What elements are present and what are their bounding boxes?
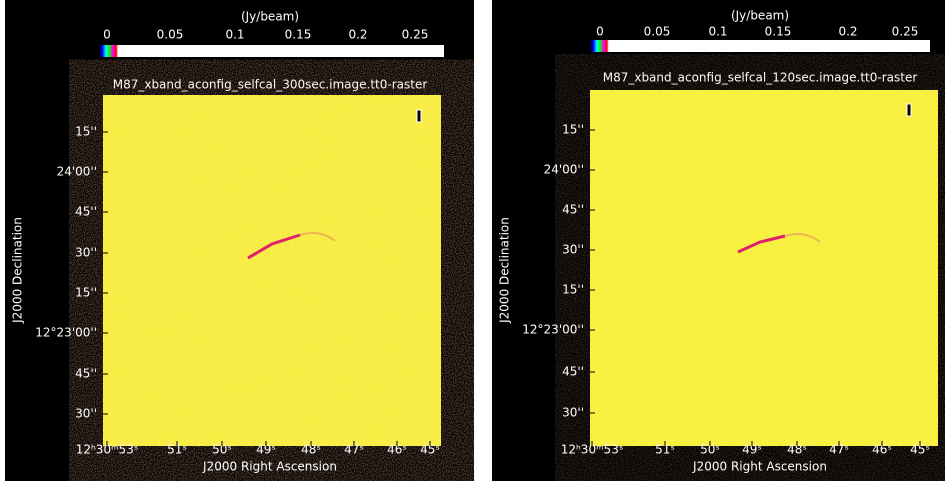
- raster-noise: [103, 95, 441, 446]
- x-tick-label: 12ʰ30ᵐ53ˢ: [76, 443, 139, 457]
- y-tick-label: 45'': [75, 205, 97, 219]
- jet-lobe: [784, 233, 821, 243]
- colorbar-tick-label: 0.2: [348, 28, 367, 42]
- colorbar-tick-label: 0.15: [285, 28, 312, 42]
- x-axis-label: J2000 Right Ascension: [692, 460, 827, 474]
- y-tick-label: 24'00'': [544, 163, 584, 177]
- colorbar-label: (Jy/beam): [241, 10, 299, 24]
- y-tick-label: 30'': [75, 246, 97, 260]
- jet: [247, 233, 301, 260]
- jet: [737, 234, 786, 254]
- panel: (Jy/beam) 0 0.05 0.1 0.15 0.2 0.25 M87_xband_ac…: [492, 0, 945, 481]
- x-tick-label: 47ˢ: [829, 443, 849, 457]
- panel: (Jy/beam) 0 0.05 0.1 0.15 0.2 0.25 M87_xband_ac…: [5, 0, 474, 481]
- y-tick-label: 45'': [75, 367, 97, 381]
- y-tick-label: 45'': [562, 203, 584, 217]
- colorbar-tick-label: 0.25: [892, 25, 919, 39]
- y-tick-label: 12°23'00'': [522, 323, 584, 337]
- y-tick-label: 30'': [75, 407, 97, 421]
- y-tick-label: 24'00'': [57, 165, 97, 179]
- colorbar-tick-label: 0.1: [708, 25, 727, 39]
- x-axis-label: J2000 Right Ascension: [202, 460, 337, 474]
- colorbar: [590, 40, 930, 52]
- raster-noise: [590, 90, 938, 446]
- x-tick-label: 45ˢ: [910, 443, 930, 457]
- x-tick-label: 47ˢ: [344, 443, 364, 457]
- beam-marker: [416, 109, 422, 123]
- y-tick-label: 15'': [75, 286, 97, 300]
- x-tick-label: 46ˢ: [387, 443, 407, 457]
- y-tick-label: 30'': [562, 406, 584, 420]
- colorbar-tick-label: 0.05: [157, 28, 184, 42]
- y-axis-label: J2000 Declination: [498, 217, 512, 324]
- x-tick-label: 45ˢ: [420, 443, 440, 457]
- x-tick-label: 49ˢ: [256, 443, 276, 457]
- y-tick-label: 30'': [562, 243, 584, 257]
- jet-lobe: [299, 232, 336, 242]
- y-tick-label: 15'': [562, 123, 584, 137]
- x-tick-label: 48ˢ: [301, 443, 321, 457]
- colorbar-tick-label: 0: [103, 28, 111, 42]
- image-title: M87_xband_aconfig_selfcal_300sec.image.t…: [113, 78, 428, 92]
- y-tick-label: 15'': [562, 283, 584, 297]
- colorbar-label: (Jy/beam): [731, 9, 789, 23]
- y-tick-label: 12°23'00'': [35, 326, 97, 340]
- x-tick-label: 51ˢ: [167, 443, 187, 457]
- x-tick-label: 50ˢ: [212, 443, 232, 457]
- colorbar-tick-label: 0.15: [765, 25, 792, 39]
- y-axis-label: J2000 Declination: [11, 217, 25, 324]
- x-tick-label: 49ˢ: [742, 443, 762, 457]
- colorbar-tick-label: 0.1: [225, 28, 244, 42]
- x-tick-label: 12ʰ30ᵐ53ˢ: [561, 443, 624, 457]
- x-tick-label: 50ˢ: [700, 443, 720, 457]
- image-title: M87_xband_aconfig_selfcal_120sec.image.t…: [603, 71, 918, 85]
- x-tick-label: 46ˢ: [872, 443, 892, 457]
- y-tick-label: 15'': [75, 125, 97, 139]
- x-tick-label: 48ˢ: [787, 443, 807, 457]
- colorbar-tick-label: 0.2: [838, 25, 857, 39]
- colorbar-tick-label: 0: [596, 25, 604, 39]
- colorbar: [99, 45, 444, 57]
- x-tick-label: 51ˢ: [655, 443, 675, 457]
- y-tick-label: 45'': [562, 365, 584, 379]
- colorbar-tick-label: 0.05: [644, 25, 671, 39]
- beam-marker: [906, 103, 912, 117]
- colorbar-tick-label: 0.25: [402, 28, 429, 42]
